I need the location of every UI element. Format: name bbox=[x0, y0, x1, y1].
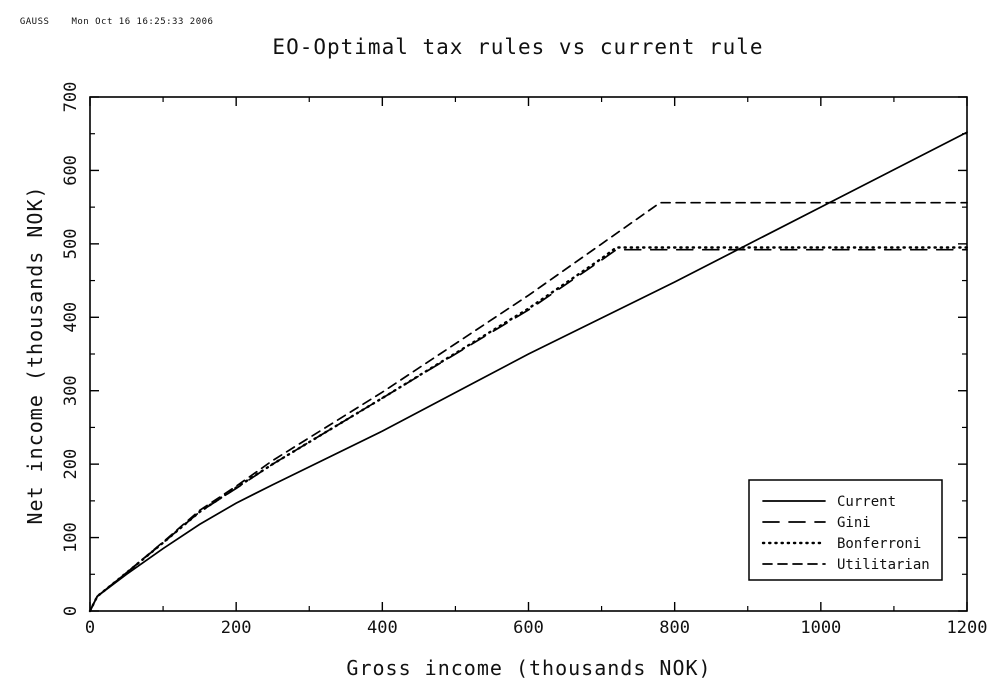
series-line-utilitarian bbox=[89, 201, 968, 612]
x-tick-label: 200 bbox=[221, 618, 252, 638]
legend-label-utilitarian: Utilitarian bbox=[837, 557, 930, 573]
plot-header: GAUSS Mon Oct 16 16:25:33 2006 bbox=[8, 7, 235, 27]
x-tick-label: 600 bbox=[513, 618, 544, 638]
y-tick-label: 600 bbox=[61, 155, 81, 186]
y-tick-label: 400 bbox=[61, 302, 81, 333]
legend: Current Gini Bonferroni Utilitarian bbox=[748, 479, 943, 581]
legend-label-bonferroni: Bonferroni bbox=[837, 536, 921, 552]
y-tick-label: 300 bbox=[61, 375, 81, 406]
x-tick-label: 1200 bbox=[947, 618, 988, 638]
y-axis-label: Net income (thousands NOK) bbox=[23, 185, 47, 524]
chart-title: EO-Optimal tax rules vs current rule bbox=[272, 35, 763, 59]
y-tick-label: 200 bbox=[61, 449, 81, 480]
program-name: GAUSS bbox=[19, 17, 50, 27]
series-line-current bbox=[89, 131, 968, 612]
y-tick-label: 700 bbox=[61, 82, 81, 113]
plot-area: 0 200 400 600 800 1000 1200 0 100 200 300 400 500 600… bbox=[61, 82, 987, 638]
y-tick-label: 100 bbox=[61, 522, 81, 553]
x-axis-label: Gross income (thousands NOK) bbox=[346, 656, 711, 680]
y-tick-label: 0 bbox=[61, 606, 81, 616]
x-tick-label: 800 bbox=[659, 618, 690, 638]
series-line-bonferroni bbox=[88, 246, 969, 613]
legend-label-gini: Gini bbox=[837, 515, 871, 531]
y-tick-label: 500 bbox=[61, 228, 81, 259]
x-tick-label: 400 bbox=[367, 618, 398, 638]
series-line-gini bbox=[89, 248, 968, 612]
x-tick-label: 1000 bbox=[800, 618, 841, 638]
plot-timestamp: Mon Oct 16 16:25:33 2006 bbox=[71, 17, 214, 27]
legend-label-current: Current bbox=[837, 494, 896, 510]
x-tick-label: 0 bbox=[85, 618, 95, 638]
